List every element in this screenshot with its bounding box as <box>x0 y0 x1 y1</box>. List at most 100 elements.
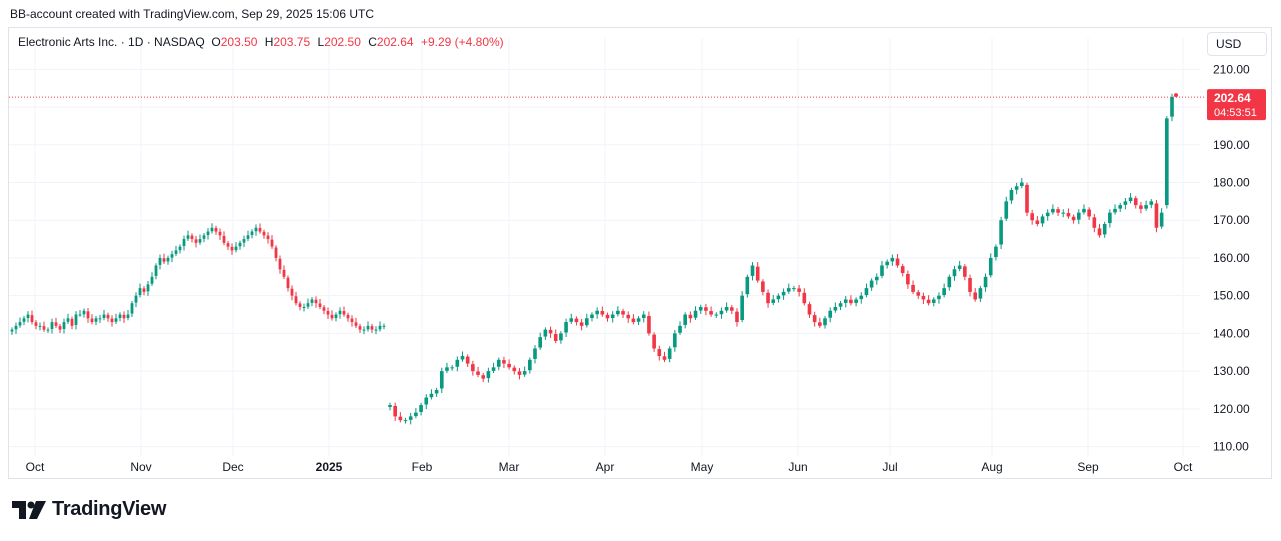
candle-body <box>1087 209 1091 217</box>
candle-body <box>138 288 142 296</box>
candle-body <box>724 306 729 311</box>
candle-body <box>1035 220 1040 224</box>
price-tag-countdown: 04:53:51 <box>1214 107 1257 119</box>
candle-body <box>450 367 454 369</box>
candle-body <box>673 333 677 348</box>
candle-body <box>154 265 158 276</box>
candle-body <box>900 266 905 274</box>
candle-body <box>350 318 354 323</box>
candle-body <box>999 220 1003 245</box>
candle-body <box>238 242 242 247</box>
candle-body <box>647 316 651 334</box>
candle-body <box>631 318 636 323</box>
y-tick-label: 190.00 <box>1213 138 1250 152</box>
candle-body <box>150 276 154 284</box>
candle-body <box>792 288 796 290</box>
candle-body <box>688 314 693 319</box>
candle-body <box>106 314 110 319</box>
currency-button[interactable]: USD <box>1207 32 1267 56</box>
candle-body <box>766 292 770 304</box>
candle-body <box>460 356 465 360</box>
candle-body <box>838 303 843 307</box>
candle-body <box>874 276 879 281</box>
candle-body <box>18 322 22 326</box>
candle-body <box>963 266 967 277</box>
candle-body <box>476 371 480 375</box>
candle-body <box>1144 205 1148 209</box>
candle-body <box>206 231 210 236</box>
candle-body <box>719 310 724 315</box>
candle-body <box>683 314 688 325</box>
candle-body <box>190 235 194 240</box>
candle-body <box>414 412 418 417</box>
candle-body <box>378 325 382 330</box>
candle-body <box>942 288 946 296</box>
candle-body <box>214 228 218 232</box>
candle-body <box>38 325 42 327</box>
candle-body <box>194 239 198 243</box>
candle-body <box>1102 223 1107 235</box>
high-label: H <box>264 35 274 49</box>
candle-body <box>298 303 302 307</box>
candle-body <box>957 265 962 269</box>
candle-body <box>968 278 972 292</box>
candle-body <box>90 318 94 323</box>
candle-body <box>849 299 853 304</box>
candle-body <box>1118 205 1123 209</box>
price-tag-value: 202.64 <box>1214 91 1251 105</box>
candle-body <box>652 334 656 349</box>
candle-body <box>230 246 234 251</box>
candle-body <box>455 359 460 367</box>
last-price-dot <box>1174 93 1178 98</box>
tradingview-logo[interactable]: TradingView <box>12 498 166 521</box>
candle-body <box>1056 209 1060 213</box>
candle-body <box>538 337 542 348</box>
candle-body <box>94 318 98 322</box>
candle-body <box>266 235 270 240</box>
candle-body <box>226 243 230 247</box>
candle-body <box>78 314 82 316</box>
candle-body <box>802 292 807 304</box>
last-price: 202.64 04:53:51 <box>9 89 1266 121</box>
candle-body <box>693 310 698 318</box>
candle-body <box>1170 97 1174 117</box>
candle-body <box>66 318 70 322</box>
candle-body <box>198 239 202 243</box>
candle-body <box>182 239 186 247</box>
candle-body <box>270 239 274 247</box>
candle-body <box>745 276 750 295</box>
candle-body <box>564 322 568 333</box>
y-tick-label: 150.00 <box>1213 289 1250 303</box>
candle-body <box>983 276 988 288</box>
candle-body <box>218 231 222 236</box>
candle-body <box>579 322 584 326</box>
candle-body <box>445 367 449 371</box>
price-tag <box>1207 89 1266 121</box>
candle-body <box>314 299 318 304</box>
candle-body <box>1025 184 1029 213</box>
candle-body <box>358 326 362 330</box>
candle-body <box>403 420 408 422</box>
candle-body <box>906 273 910 285</box>
x-tick-label: Jun <box>788 460 807 474</box>
candle-body <box>818 322 822 326</box>
candle-body <box>62 322 66 330</box>
candle-body <box>481 375 486 379</box>
candle-body <box>616 310 620 315</box>
y-tick-label: 160.00 <box>1213 251 1250 265</box>
candle-body <box>334 314 338 319</box>
candle-body <box>704 307 708 311</box>
candle-body <box>895 258 900 266</box>
candle-body <box>502 360 506 364</box>
candle-body <box>338 310 342 315</box>
candle-body <box>388 405 392 407</box>
candle-body <box>636 318 641 322</box>
candle-body <box>1014 186 1019 190</box>
candle-body <box>330 314 334 319</box>
candle-body <box>574 318 579 323</box>
candle-body <box>1082 208 1086 213</box>
candle-body <box>158 257 162 265</box>
candle-body <box>1009 190 1014 201</box>
candle-body <box>14 325 18 330</box>
